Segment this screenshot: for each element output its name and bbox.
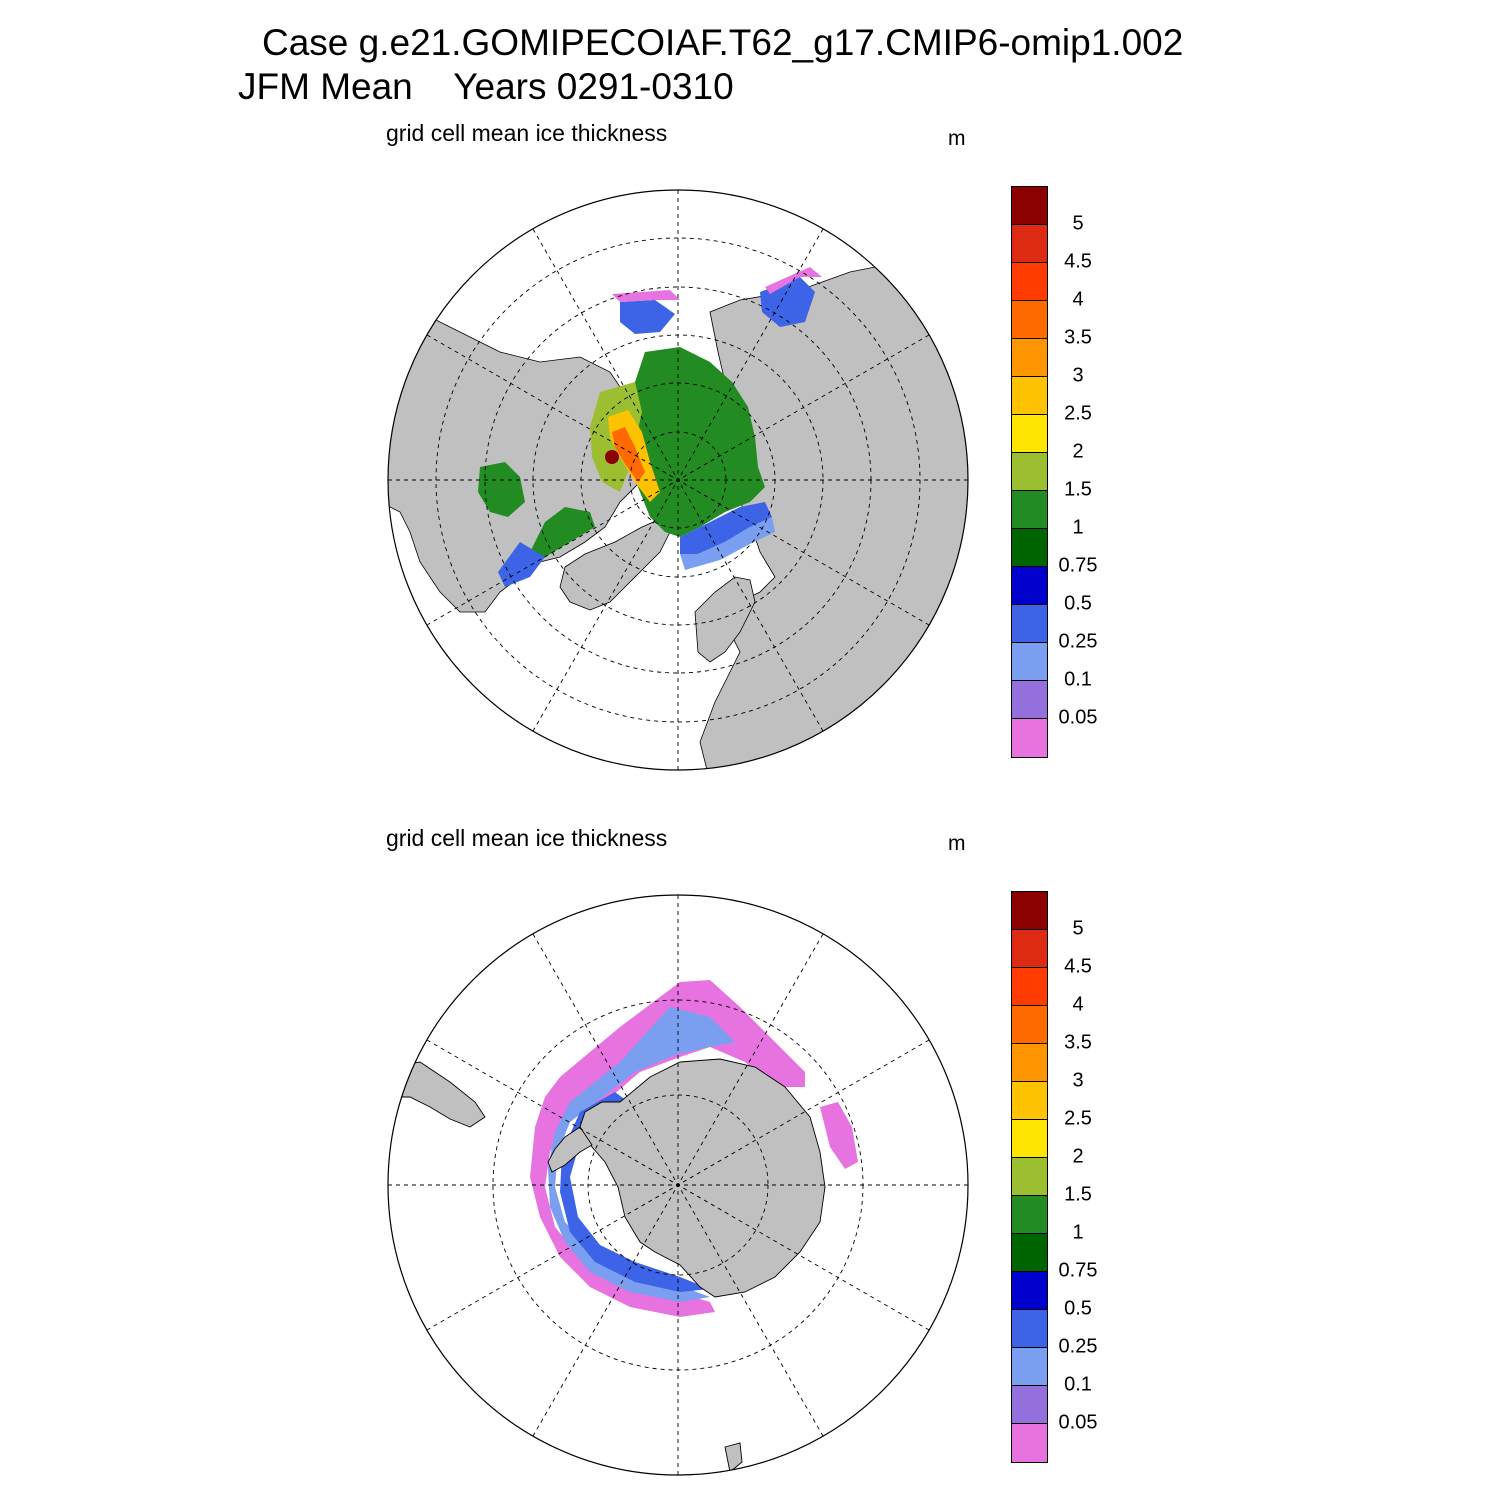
antarctic-ice-outer xyxy=(530,980,805,1317)
graticule xyxy=(388,895,968,1475)
colorbar-tick-label: 3.5 xyxy=(1064,326,1092,349)
colorbar-swatch xyxy=(1012,491,1047,529)
colorbar-swatch xyxy=(1012,1234,1047,1272)
colorbar-swatch xyxy=(1012,1044,1047,1082)
arctic-ice-thickest xyxy=(612,427,645,482)
colorbar-swatch xyxy=(1012,529,1047,567)
north-colorbar xyxy=(1011,186,1048,758)
colorbar-tick-label: 5 xyxy=(1072,212,1084,235)
colorbar-swatch xyxy=(1012,225,1047,263)
colorbar-swatch xyxy=(1012,605,1047,643)
colorbar-swatch xyxy=(1012,643,1047,681)
colorbar-swatch xyxy=(1012,892,1047,930)
colorbar-tick-label: 2 xyxy=(1072,1145,1084,1168)
antarctic-ice-mid xyxy=(548,1007,735,1302)
colorbar-tick-label: 1.5 xyxy=(1064,478,1092,501)
south-america-land xyxy=(389,1061,486,1128)
colorbar-swatch xyxy=(1012,1120,1047,1158)
colorbar-swatch xyxy=(1012,1424,1047,1462)
colorbar-swatch xyxy=(1012,1348,1047,1386)
colorbar-swatch xyxy=(1012,263,1047,301)
colorbar-swatch xyxy=(1012,453,1047,491)
colorbar-tick-label: 1 xyxy=(1072,1221,1084,1244)
colorbar-swatch xyxy=(1012,1158,1047,1196)
labrador-ice-blue xyxy=(498,542,545,587)
colorbar-swatch xyxy=(1012,187,1047,225)
antarctic-ice-inner xyxy=(560,1092,710,1292)
north-panel-unit: m xyxy=(948,127,966,150)
colorbar-swatch xyxy=(1012,415,1047,453)
south-polar-map xyxy=(387,894,969,1476)
colorbar-swatch xyxy=(1012,681,1047,719)
colorbar-swatch xyxy=(1012,1272,1047,1310)
colorbar-tick-label: 0.5 xyxy=(1064,1297,1092,1320)
colorbar-tick-label: 0.75 xyxy=(1058,554,1098,577)
colorbar-tick-label: 3.5 xyxy=(1064,1031,1092,1054)
colorbar-tick-label: 2.5 xyxy=(1064,1107,1092,1130)
colorbar-tick-label: 0.1 xyxy=(1064,1373,1092,1396)
colorbar-tick-label: 1 xyxy=(1072,516,1084,539)
colorbar-swatch xyxy=(1012,1386,1047,1424)
map-boundary xyxy=(387,189,969,771)
south-panel-title: grid cell mean ice thickness xyxy=(386,825,668,851)
arctic-ice-max xyxy=(605,450,619,464)
colorbar-swatch xyxy=(1012,719,1047,757)
colorbar-tick-label: 4.5 xyxy=(1064,955,1092,978)
south-colorbar xyxy=(1011,891,1048,1463)
colorbar-tick-label: 0.1 xyxy=(1064,668,1092,691)
barents-ice-blue xyxy=(680,502,772,554)
antarctic-peninsula-land xyxy=(547,1126,593,1173)
map-boundary xyxy=(387,894,969,1476)
colorbar-tick-label: 5 xyxy=(1072,917,1084,940)
colorbar-tick-label: 0.25 xyxy=(1058,630,1098,653)
colorbar-tick-label: 4.5 xyxy=(1064,250,1092,273)
colorbar-tick-label: 4 xyxy=(1072,993,1084,1016)
colorbar-swatch xyxy=(1012,377,1047,415)
north-polar-map xyxy=(387,189,969,771)
kerguelen-ice xyxy=(820,1102,858,1169)
colorbar-swatch xyxy=(1012,968,1047,1006)
north-colorbar-labels: 5 4.5 4 3.5 3 2.5 2 1.5 1 0.75 0.5 0.25 0.1 0.05 xyxy=(1050,186,1110,758)
south-panel-unit: m xyxy=(948,832,966,855)
hudson-bay-ice xyxy=(478,462,525,517)
colorbar-swatch xyxy=(1012,1006,1047,1044)
figure-title-line1: Case g.e21.GOMIPECOIAF.T62_g17.CMIP6-omi… xyxy=(262,22,1184,63)
colorbar-swatch xyxy=(1012,567,1047,605)
colorbar-tick-label: 0.25 xyxy=(1058,1335,1098,1358)
scandinavia-land xyxy=(694,576,756,663)
colorbar-tick-label: 0.05 xyxy=(1058,706,1098,729)
colorbar-swatch xyxy=(1012,339,1047,377)
colorbar-tick-label: 3 xyxy=(1072,364,1084,387)
colorbar-swatch xyxy=(1012,1082,1047,1120)
graticule xyxy=(388,190,968,770)
barents-ice-light xyxy=(680,517,775,570)
colorbar-tick-label: 0.75 xyxy=(1058,1259,1098,1282)
colorbar-tick-label: 2 xyxy=(1072,440,1084,463)
new-zealand-land xyxy=(724,1442,743,1473)
colorbar-tick-label: 2.5 xyxy=(1064,402,1092,425)
south-colorbar-labels: 5 4.5 4 3.5 3 2.5 2 1.5 1 0.75 0.5 0.25 0.1 0.05 xyxy=(1050,891,1110,1463)
colorbar-swatch xyxy=(1012,930,1047,968)
colorbar-swatch xyxy=(1012,1310,1047,1348)
colorbar-swatch xyxy=(1012,1196,1047,1234)
baffin-ice xyxy=(530,507,595,557)
colorbar-tick-label: 4 xyxy=(1072,288,1084,311)
colorbar-tick-label: 1.5 xyxy=(1064,1183,1092,1206)
colorbar-tick-label: 0.5 xyxy=(1064,592,1092,615)
north-panel-title: grid cell mean ice thickness xyxy=(386,120,668,146)
figure-title-line2: JFM Mean Years 0291-0310 xyxy=(238,66,734,107)
antarctica-land xyxy=(579,1058,826,1298)
colorbar-tick-label: 0.05 xyxy=(1058,1411,1098,1434)
colorbar-tick-label: 3 xyxy=(1072,1069,1084,1092)
colorbar-swatch xyxy=(1012,301,1047,339)
bering-ice xyxy=(620,300,675,334)
greenland-land xyxy=(559,519,671,611)
